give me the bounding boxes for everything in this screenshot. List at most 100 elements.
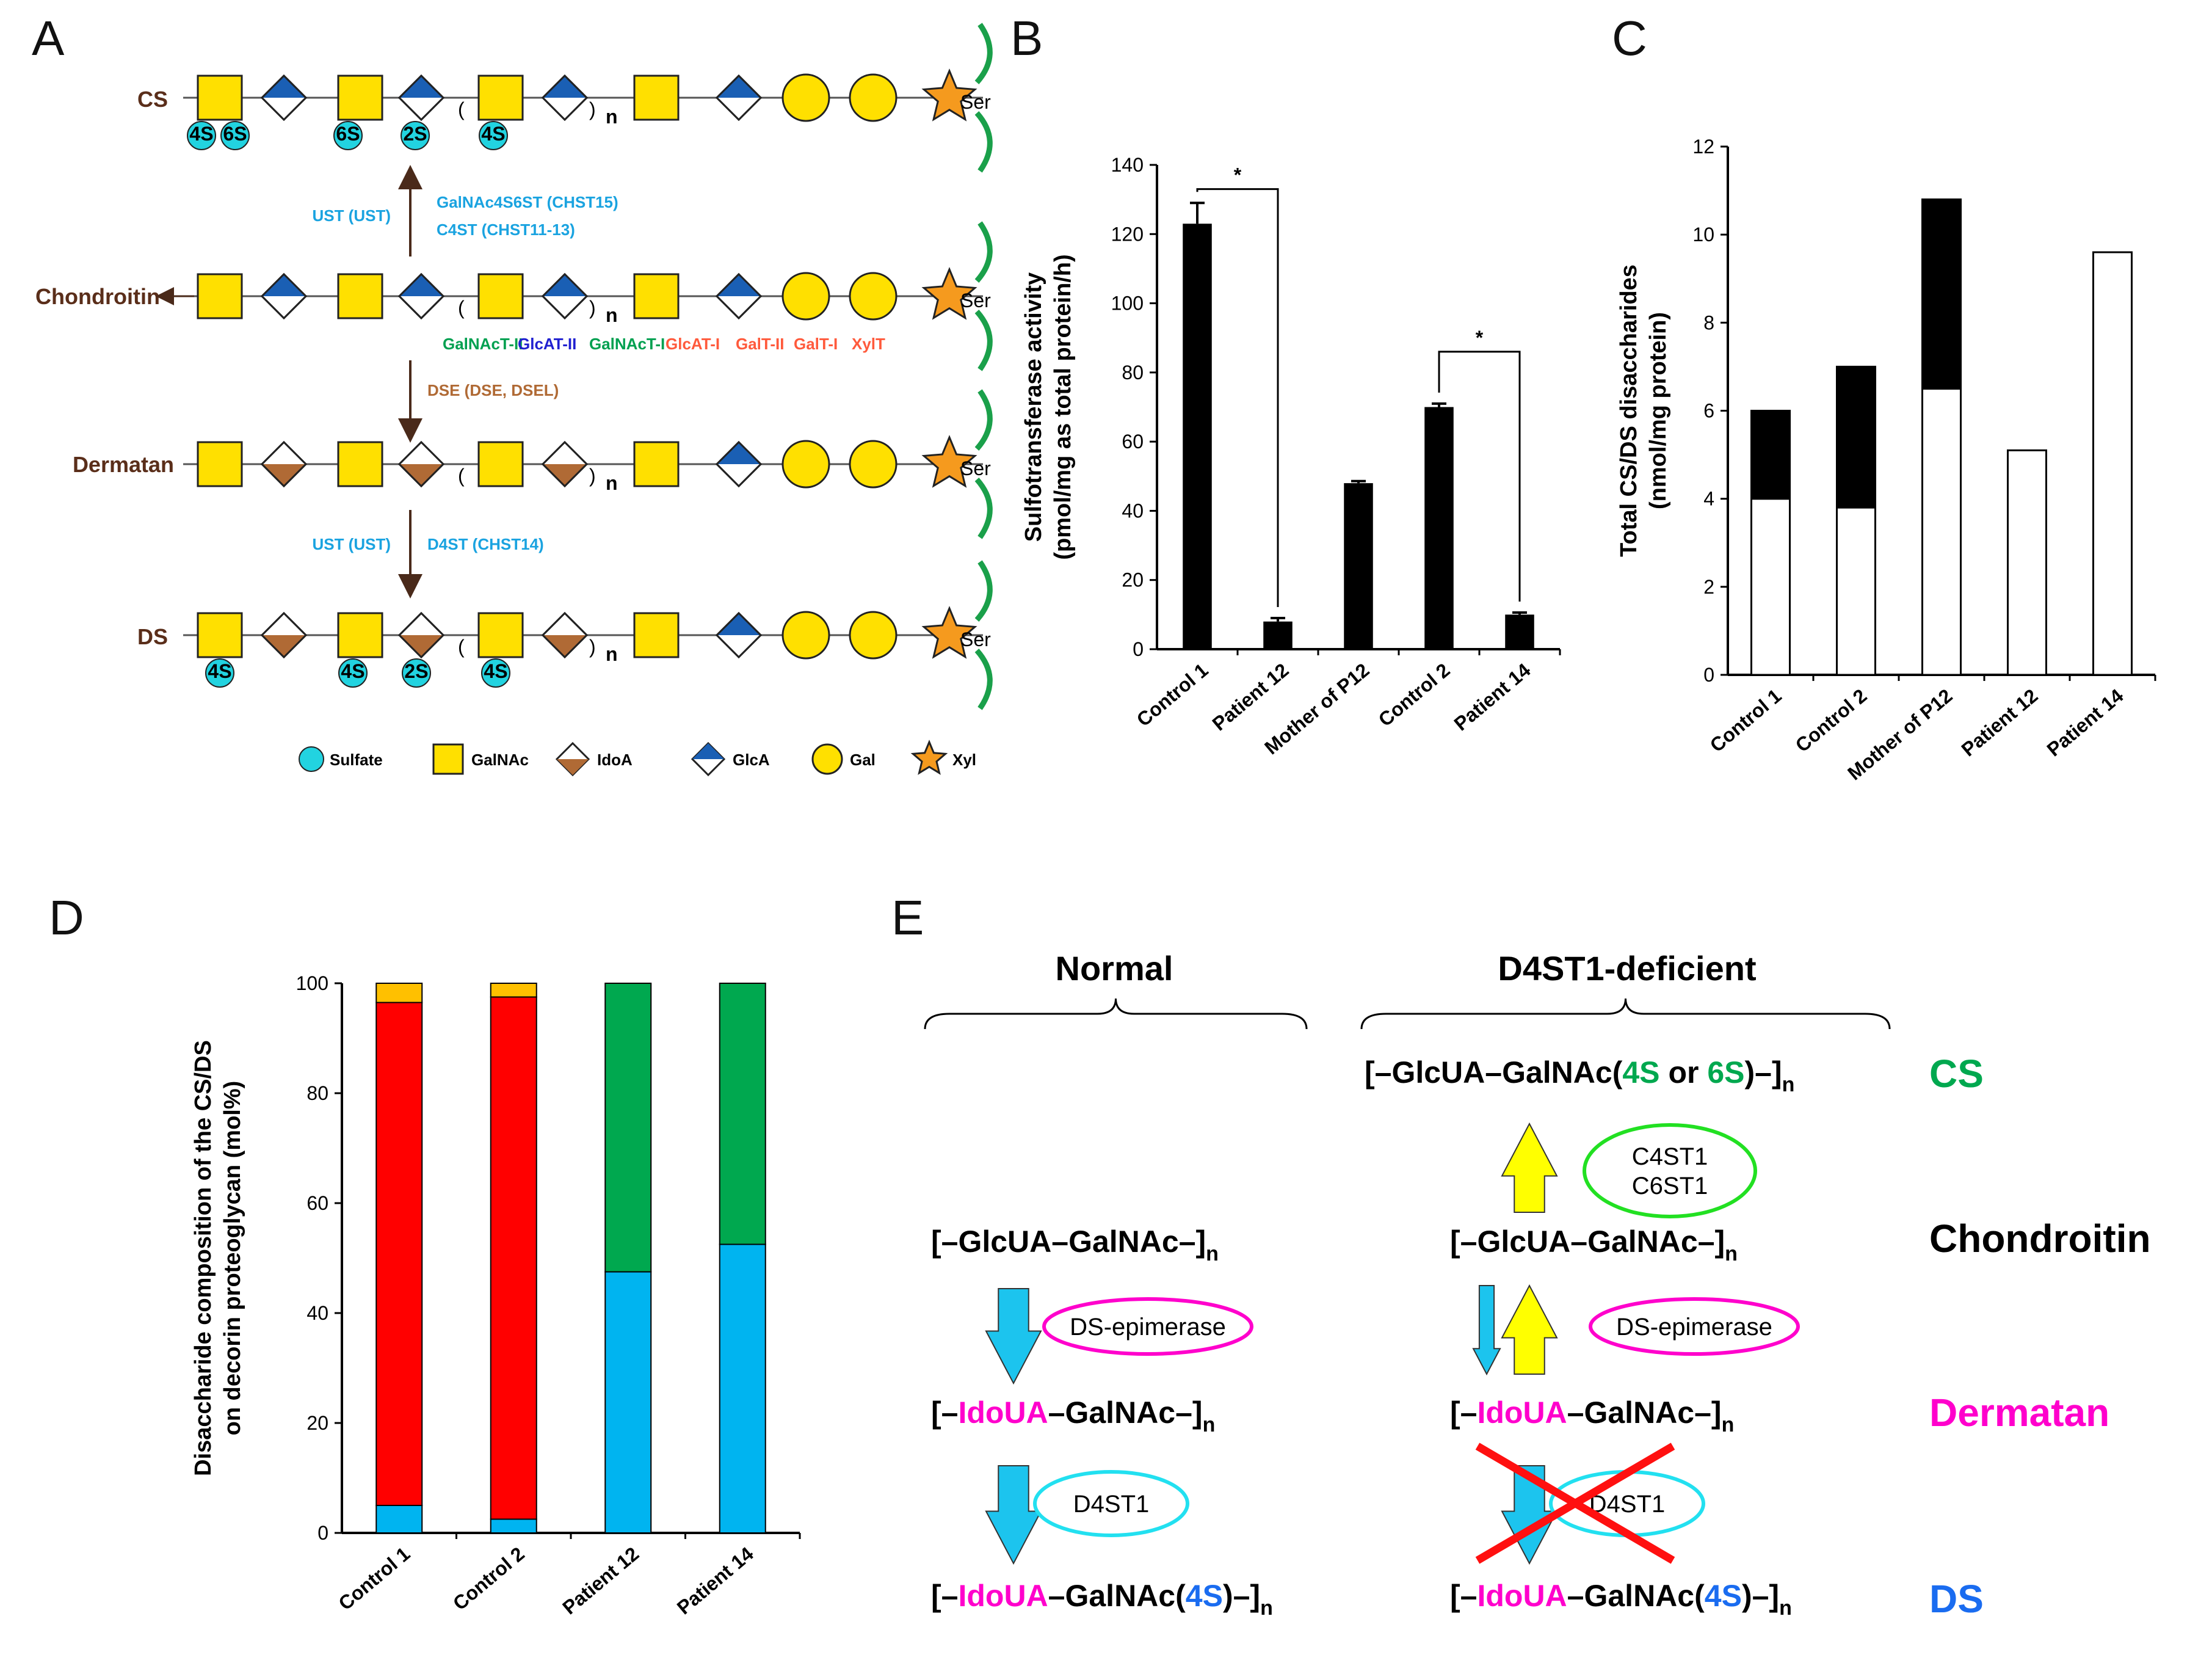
ser-bracket <box>974 389 993 539</box>
y-axis-label-units: (nmol/mg protein) <box>1645 312 1671 509</box>
bar-segment-black <box>1750 410 1791 500</box>
legend-glca-fill <box>692 743 724 759</box>
chain-label-dermatan: Dermatan <box>73 452 174 477</box>
panel-e-pathway: Normal D4ST1-deficient [–GlcUA–GalNAc(4S o… <box>924 949 2151 1621</box>
bar-segment-white <box>2007 449 2047 676</box>
pathway-label: Chondroitin <box>1929 1217 2151 1261</box>
header-normal: Normal <box>1056 949 1173 988</box>
enzyme-ellipse-label: DS-epimerase <box>1070 1314 1226 1341</box>
bar-segment-blue <box>719 1243 766 1534</box>
gal-circle <box>849 440 897 489</box>
bar-segment-white <box>2092 251 2133 676</box>
diamond-outline <box>541 74 589 122</box>
repeat-n: n <box>606 643 618 665</box>
bar-segment-green <box>719 983 766 1245</box>
diamond-outline <box>541 272 589 320</box>
formula-chondroitin-normal: [–GlcUA–GalNAc–]n <box>931 1225 1219 1265</box>
enzyme-ellipse-label: D4ST1 <box>1589 1491 1666 1518</box>
ser-label: Ser <box>960 91 991 113</box>
gal-circle <box>781 272 830 321</box>
repeat-n: n <box>606 304 618 326</box>
diamond-outline <box>541 611 589 659</box>
bar-segment-white <box>1921 387 1962 676</box>
ser-bracket <box>974 221 993 371</box>
glca-half <box>262 274 306 296</box>
legend-galnac-icon <box>432 743 464 775</box>
gal-circle <box>849 611 897 660</box>
diamond-outline <box>715 611 763 659</box>
y-tick-label: 60 <box>306 1192 328 1214</box>
y-tick-label: 60 <box>1122 431 1144 453</box>
x-tick-label: Patient 12 <box>1957 685 2042 761</box>
sulfate-label: 6S <box>223 123 247 145</box>
y-tick-label: 40 <box>306 1302 328 1324</box>
ser-label: Ser <box>960 628 991 650</box>
down-arrow <box>1472 1285 1501 1376</box>
repeat-bracket: ( <box>458 465 465 487</box>
chart-d-disaccharide-composition: 0 20 40 60 80 100 Control 1 Control 2 Patient 12… <box>190 972 801 1619</box>
galnac-square <box>197 273 243 319</box>
glca-half <box>262 76 306 98</box>
ser-label: Ser <box>960 289 991 311</box>
bar <box>1505 614 1534 649</box>
biosynthesis-enzyme: GalNAcT-II <box>443 335 523 353</box>
idoa-half <box>543 464 587 486</box>
idoa-half <box>399 635 443 657</box>
bar-segment-blue <box>490 1518 537 1534</box>
panel-label-c: C <box>1612 11 1647 65</box>
legend-glca: GlcA <box>733 751 770 769</box>
idoa-half <box>543 635 587 657</box>
y-tick-label: 2 <box>1703 576 1714 598</box>
formula-dermatan-normal: [–IdoUA–GalNAc–]n <box>931 1396 1215 1436</box>
panel-label-a: A <box>32 11 65 65</box>
galnac-square <box>633 75 680 121</box>
galnac-square <box>633 612 680 658</box>
enzyme-ellipse-label: D4ST1 <box>1073 1491 1150 1518</box>
diamond-outline <box>397 440 445 488</box>
enzyme-c4st: C4ST (CHST11-13) <box>437 220 575 239</box>
repeat-bracket: ) <box>589 465 596 487</box>
galnac-square <box>477 441 524 487</box>
sulfate-label: 2S <box>404 660 428 682</box>
sulfate-label: 4S <box>208 660 231 682</box>
diamond-outline <box>260 272 308 320</box>
header-d4st1-deficient: D4ST1-deficient <box>1498 949 1756 988</box>
pathway-label: Dermatan <box>1929 1391 2109 1435</box>
y-tick-label: 8 <box>1703 311 1714 333</box>
enzyme-ellipse-label: C4ST1 <box>1632 1143 1708 1170</box>
up-arrow <box>1501 1284 1558 1375</box>
diamond-outline <box>397 272 445 320</box>
bar <box>1424 407 1454 649</box>
x-tick-label: Patient 14 <box>2043 685 2128 761</box>
legend-gal-icon <box>811 743 843 775</box>
bar-segment-green <box>604 983 652 1273</box>
biosynthesis-enzyme: GalT-II <box>736 335 784 353</box>
ellipse-ds-epimerase-normal <box>1042 1297 1253 1356</box>
repeat-n: n <box>606 472 618 494</box>
legend-galnac: GalNAc <box>471 751 529 769</box>
x-tick-label: Patient 12 <box>1208 659 1293 735</box>
up-arrow <box>1501 1122 1558 1213</box>
biosynthesis-enzyme: GalNAcT-I <box>589 335 665 353</box>
bar-segment-blue <box>604 1271 652 1534</box>
sulfate-circle <box>220 121 250 150</box>
xyl-star <box>921 606 977 659</box>
ser-bracket <box>974 23 993 173</box>
bar-segment-red <box>490 996 537 1520</box>
galnac-square <box>337 612 383 658</box>
diamond-outline <box>715 440 763 488</box>
y-tick-label: 80 <box>1122 362 1144 384</box>
bar-segment-red <box>375 1002 423 1506</box>
down-arrow <box>985 1465 1042 1565</box>
legend-sulfate: Sulfate <box>330 751 383 769</box>
galnac-square <box>477 273 524 319</box>
bar-segment-black <box>1836 365 1876 509</box>
galnac-square <box>337 75 383 121</box>
enzyme-ellipse-label: C6ST1 <box>1632 1173 1708 1199</box>
repeat-bracket: ) <box>589 636 596 658</box>
sulfate-label: 2S <box>403 123 427 145</box>
biosynthesis-enzyme: XylT <box>852 335 885 353</box>
repeat-bracket: ( <box>458 636 465 658</box>
galnac-square <box>337 441 383 487</box>
sulfate-label: 4S <box>341 660 364 682</box>
